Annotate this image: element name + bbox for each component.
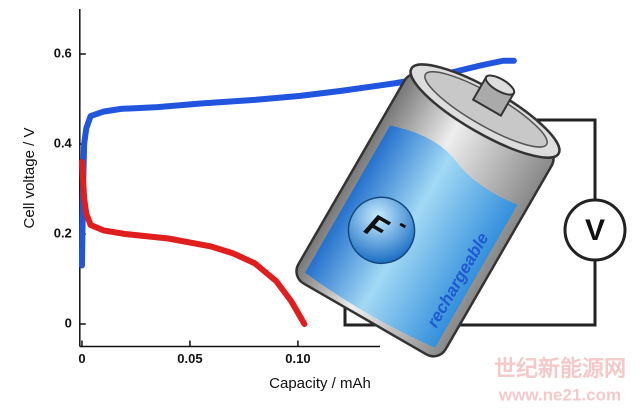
voltmeter (563, 198, 627, 262)
y-tick-label: 0.6 (54, 45, 72, 60)
x-tick-label: 0.05 (177, 351, 202, 366)
watermark: 世纪新能源网 (494, 356, 626, 381)
y-tick-label: 0.2 (54, 225, 72, 240)
battery: F - rechargeable (295, 63, 561, 358)
series-line (78, 159, 308, 327)
illustration: V F - rechargeable (295, 63, 627, 358)
y-tick-label: 0 (65, 315, 72, 330)
x-tick-label: 0 (78, 351, 85, 366)
y-axis-label: Cell voltage / V (21, 128, 38, 229)
watermark: www.ne21.com (498, 385, 621, 404)
x-axis-label: Capacity / mAh (269, 375, 371, 392)
meter-label: V (585, 214, 605, 247)
x-tick-label: 0.10 (285, 351, 310, 366)
y-tick-label: 0.4 (54, 135, 73, 150)
